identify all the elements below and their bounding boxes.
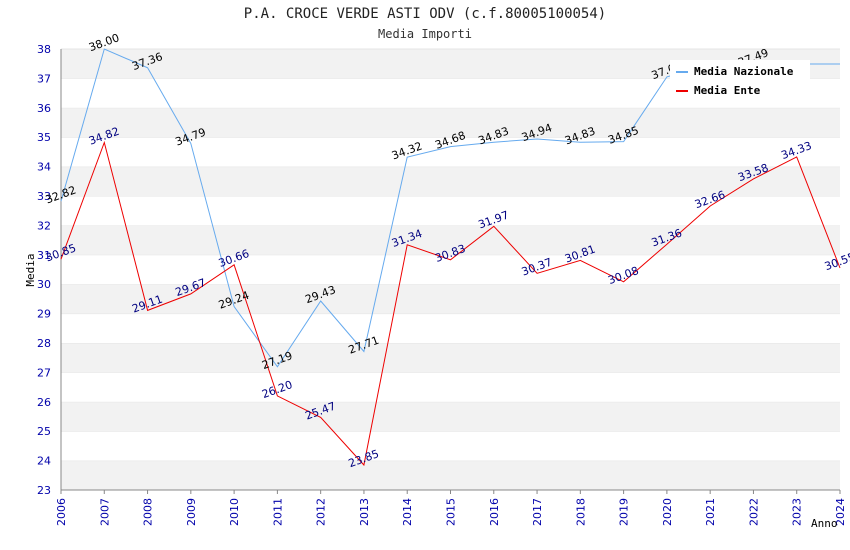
x-tick-label: 2011 (271, 498, 284, 526)
x-tick-label: 2015 (445, 498, 458, 526)
x-tick-label: 2007 (98, 498, 111, 526)
grid-band (61, 166, 840, 196)
y-axis-ticks: 23 24 25 26 27 28 29 30 31 32 33 34 35 36 37 38 (37, 43, 51, 497)
x-tick-label: 2017 (531, 498, 544, 526)
grid-band (61, 196, 840, 226)
y-tick-label: 38 (37, 43, 51, 56)
y-tick-label: 30 (37, 278, 51, 291)
x-tick-label: 2008 (142, 498, 155, 526)
legend-label-nazionale: Media Nazionale (694, 65, 794, 78)
y-tick-label: 34 (37, 161, 51, 174)
x-tick-label: 2021 (704, 498, 717, 526)
x-axis-title: Anno (811, 517, 838, 530)
x-tick-label: 2023 (791, 498, 804, 526)
y-tick-label: 32 (37, 219, 51, 232)
x-axis-ticks: 2006 2007 2008 2009 2010 2011 2012 2013 2014 2015… (55, 490, 847, 526)
grid-band (61, 107, 840, 138)
grid-band (61, 460, 840, 490)
x-tick-label: 2012 (315, 498, 328, 526)
y-tick-label: 29 (37, 308, 51, 321)
x-tick-label: 2022 (747, 498, 760, 526)
legend-label-ente: Media Ente (694, 84, 761, 97)
chart-title: P.A. CROCE VERDE ASTI ODV (c.f.800051000… (243, 6, 607, 22)
x-tick-label: 2016 (488, 498, 501, 526)
y-tick-label: 26 (37, 396, 51, 409)
grid-band (61, 284, 840, 314)
y-tick-label: 31 (37, 249, 51, 262)
grid-band (61, 137, 840, 167)
grid-band (61, 401, 840, 432)
y-tick-label: 37 (37, 72, 51, 85)
x-tick-label: 2014 (401, 498, 414, 526)
x-tick-label: 2009 (185, 498, 198, 526)
legend: Media Nazionale Media Ente (670, 60, 810, 100)
y-tick-label: 23 (37, 484, 51, 497)
grid-bands (61, 48, 840, 490)
chart-subtitle: Media Importi (378, 27, 472, 41)
y-axis-title: Media (24, 253, 37, 286)
grid-band (61, 372, 840, 402)
x-tick-label: 2024 (834, 498, 847, 526)
grid-band (61, 343, 840, 373)
x-tick-label: 2013 (358, 498, 371, 526)
y-tick-label: 35 (37, 131, 51, 144)
x-tick-label: 2020 (661, 498, 674, 526)
y-tick-label: 24 (37, 455, 51, 468)
y-tick-label: 25 (37, 425, 51, 438)
grid-band (61, 431, 840, 461)
x-tick-label: 2019 (618, 498, 631, 526)
grid-band (61, 313, 840, 343)
y-tick-label: 36 (37, 102, 51, 115)
legend-box (670, 60, 810, 100)
grid-band (61, 225, 840, 255)
y-tick-label: 28 (37, 337, 51, 350)
y-tick-label: 27 (37, 366, 51, 379)
x-tick-label: 2006 (55, 498, 68, 526)
x-tick-label: 2010 (228, 498, 241, 526)
x-tick-label: 2018 (574, 498, 587, 526)
series-line-media-ente (60, 140, 841, 467)
y-tick-label: 33 (37, 190, 51, 203)
